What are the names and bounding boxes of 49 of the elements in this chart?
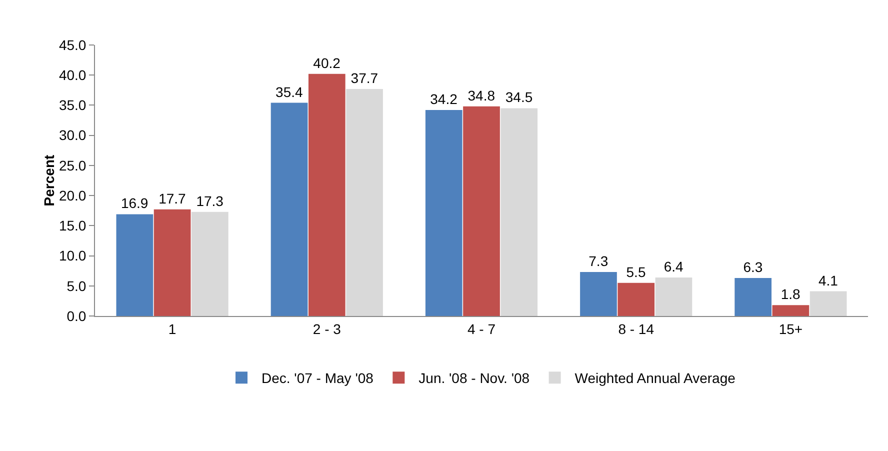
bar	[810, 291, 847, 316]
bar	[116, 214, 154, 316]
bar	[772, 305, 810, 316]
y-tick-label: 20.0	[58, 187, 86, 204]
y-tick-label: 15.0	[58, 218, 86, 234]
data-label: 17.3	[196, 192, 224, 209]
x-tick-label: 2 - 3	[312, 320, 342, 337]
y-tick-label: 10.0	[58, 248, 86, 264]
data-label: 35.4	[276, 84, 304, 100]
data-label: 34.2	[430, 91, 458, 108]
data-label: 37.7	[350, 70, 378, 86]
y-tick-label: 45.0	[58, 36, 86, 53]
y-tick-label: 35.0	[58, 97, 86, 114]
bar	[500, 108, 538, 316]
bar	[191, 212, 228, 316]
data-label: 6.4	[664, 258, 684, 274]
bar	[154, 209, 191, 316]
bar	[655, 277, 692, 316]
data-label: 1.8	[780, 286, 801, 302]
data-label: 34.8	[468, 87, 496, 104]
bar	[425, 110, 462, 316]
y-axis-title: Percent	[40, 154, 57, 206]
legend-label: Dec. '07 - May '08	[262, 370, 374, 386]
y-tick-label: 40.0	[58, 67, 86, 84]
bar	[308, 74, 346, 316]
bar	[580, 272, 617, 316]
bar	[618, 282, 655, 316]
x-tick-label: 4 - 7	[467, 320, 496, 337]
x-tick-label: 8 - 14	[618, 320, 654, 337]
x-tick-label: 15+	[778, 320, 803, 337]
data-label: 7.3	[588, 253, 608, 270]
data-label: 34.5	[505, 89, 533, 106]
data-label: 40.2	[313, 54, 341, 71]
y-tick-label: 0.0	[66, 308, 86, 324]
data-label: 6.3	[743, 259, 763, 276]
data-label: 16.9	[120, 195, 148, 212]
bar	[346, 88, 383, 316]
bar	[270, 102, 308, 316]
x-tick-label: 1	[168, 320, 176, 337]
data-label: 17.7	[158, 190, 186, 206]
y-tick-label: 25.0	[58, 157, 86, 174]
y-tick-label: 30.0	[58, 127, 86, 144]
data-label: 4.1	[818, 272, 838, 288]
y-tick-label: 5.0	[66, 278, 86, 294]
bar	[734, 278, 772, 316]
data-label: 5.5	[626, 264, 646, 280]
legend-label: Jun. '08 - Nov. '08	[418, 370, 530, 386]
bar	[463, 106, 500, 316]
legend-label: Weighted Annual Average	[574, 370, 736, 386]
